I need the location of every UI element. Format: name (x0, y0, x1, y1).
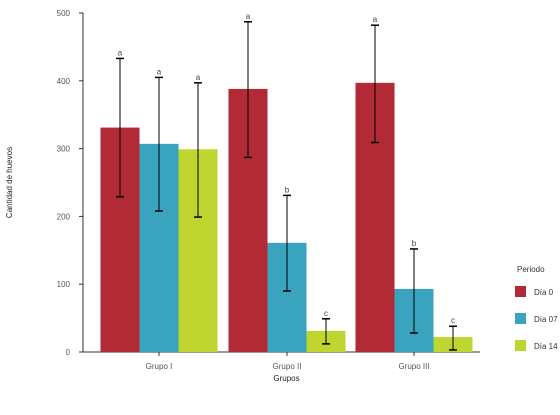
significance-label: b (285, 185, 290, 194)
x-axis-title: Grupos (273, 374, 299, 383)
x-tick-label: Grupo I (146, 362, 173, 371)
y-tick-label: 200 (57, 212, 71, 221)
legend-label: Día 14 (534, 342, 558, 351)
significance-label: a (373, 15, 378, 24)
significance-label: c (324, 309, 328, 318)
significance-label: a (157, 67, 162, 76)
legend-label: Día 07 (534, 315, 558, 324)
significance-label: a (118, 48, 123, 57)
significance-label: b (412, 239, 417, 248)
error-bars (116, 21, 457, 351)
y-tick-label: 300 (57, 145, 71, 154)
significance-label: a (246, 12, 251, 21)
x-tick-label: Grupo III (398, 362, 429, 371)
legend: Periodo Día 0 Día 07 Día 14 (515, 265, 558, 351)
significance-label: a (196, 73, 201, 82)
y-tick-label: 500 (57, 9, 71, 18)
legend-label: Día 0 (534, 288, 554, 297)
legend-swatch (515, 286, 526, 297)
legend-swatch (515, 340, 526, 351)
legend-title: Periodo (517, 265, 545, 274)
x-tick-label: Grupo II (273, 362, 302, 371)
significance-label: c (451, 316, 455, 325)
y-axis-title: Cantidad de huevos (5, 147, 14, 218)
y-tick-label: 400 (57, 77, 71, 86)
y-tick-label: 100 (57, 280, 71, 289)
bars (100, 82, 473, 353)
significance-labels: a a a a b c a b c (118, 12, 455, 325)
y-tick-label: 0 (66, 348, 71, 357)
legend-swatch (515, 313, 526, 324)
